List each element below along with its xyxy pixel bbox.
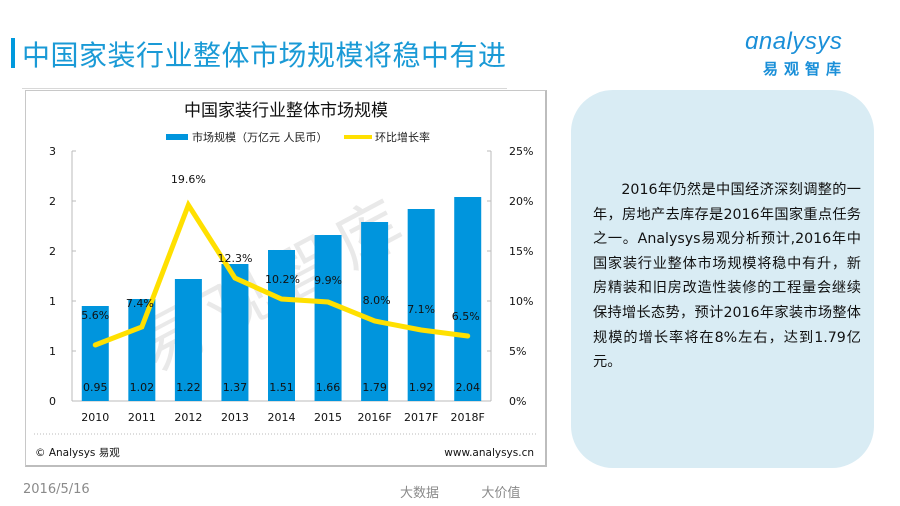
x-axis-tick-label: 2013 xyxy=(221,411,249,424)
bar-value-label: 1.37 xyxy=(223,381,248,394)
chart-copyright: © Analysys 易观 xyxy=(35,447,120,459)
chart-source-url: www.analysys.cn xyxy=(444,447,534,459)
bar-value-label: 1.79 xyxy=(362,381,387,394)
bar-value-label: 1.22 xyxy=(176,381,201,394)
logo-wordmark: ɑnalysys xyxy=(745,28,843,55)
legend-swatch-line xyxy=(344,135,372,139)
title-divider xyxy=(22,88,507,89)
combo-chart: 易观智库 中国家装行业整体市场规模 市场规模（万亿元 人民币） 环比增长率 01… xyxy=(34,101,537,459)
bar-value-label: 1.51 xyxy=(269,381,294,394)
x-axis-tick-label: 2010 xyxy=(81,411,109,424)
right-axis-tick-label: 5% xyxy=(509,345,526,358)
growth-rate-label: 19.6% xyxy=(171,173,206,186)
x-axis-tick-label: 2015 xyxy=(314,411,342,424)
growth-rate-label: 12.3% xyxy=(217,252,252,265)
growth-rate-label: 7.1% xyxy=(407,303,435,316)
summary-panel: 2016年仍然是中国经济深刻调整的一年，房地产去库存是2016年国家重点任务之一… xyxy=(571,90,874,468)
x-axis-tick-label: 2014 xyxy=(268,411,296,424)
growth-rate-label: 9.9% xyxy=(314,274,342,287)
legend-label-line: 环比增长率 xyxy=(375,130,430,144)
right-axis-tick-label: 10% xyxy=(509,295,533,308)
x-axis-tick-label: 2018F xyxy=(451,411,485,424)
x-axis-tick-label: 2016F xyxy=(357,411,391,424)
bar-value-label: 1.02 xyxy=(130,381,155,394)
bar-value-label: 2.04 xyxy=(455,381,480,394)
right-axis-tick-label: 15% xyxy=(509,245,533,258)
legend-swatch-bar xyxy=(166,134,188,140)
bar-2011 xyxy=(128,299,156,401)
chart-legend: 市场规模（万亿元 人民币） 环比增长率 xyxy=(166,130,430,144)
chart-title: 中国家装行业整体市场规模 xyxy=(184,101,388,121)
footer-date: 2016/5/16 xyxy=(23,482,90,497)
summary-text: 2016年仍然是中国经济深刻调整的一年，房地产去库存是2016年国家重点任务之一… xyxy=(593,182,861,371)
growth-rate-label: 8.0% xyxy=(363,294,391,307)
x-axis-tick-label: 2012 xyxy=(174,411,202,424)
growth-rate-label: 7.4% xyxy=(126,297,154,310)
left-axis-tick-label: 0 xyxy=(49,395,56,408)
growth-rate-label: 6.5% xyxy=(452,310,480,323)
bar-value-label: 1.92 xyxy=(409,381,434,394)
left-axis-tick-label: 3 xyxy=(49,145,56,158)
left-axis-tick-label: 2 xyxy=(49,245,56,258)
left-axis-tick-label: 1 xyxy=(49,345,56,358)
left-axis-tick-label: 2 xyxy=(49,195,56,208)
bar-2013 xyxy=(221,264,249,401)
analysys-logo: ɑnalysys 易观智库 xyxy=(745,28,875,78)
left-axis-tick-label: 1 xyxy=(49,295,56,308)
x-axis-tick-label: 2011 xyxy=(128,411,156,424)
bar-2012 xyxy=(174,279,202,401)
bar-value-label: 1.66 xyxy=(316,381,341,394)
page-title: 中国家装行业整体市场规模将稳中有进 xyxy=(22,39,507,72)
right-axis-tick-label: 20% xyxy=(509,195,533,208)
bar-value-label: 0.95 xyxy=(83,381,108,394)
logo-chinese-name: 易观智库 xyxy=(763,60,848,78)
legend-label-bar: 市场规模（万亿元 人民币） xyxy=(192,130,328,144)
right-axis-tick-label: 0% xyxy=(509,395,526,408)
bar-2016F xyxy=(361,222,389,401)
footer-slogan: 大数据 大价值 xyxy=(400,486,521,501)
bar-2010 xyxy=(81,306,109,401)
growth-rate-label: 10.2% xyxy=(265,273,300,286)
bar-2018F xyxy=(454,197,482,401)
right-axis-tick-label: 25% xyxy=(509,145,533,158)
title-accent-bar xyxy=(11,38,15,68)
bar-2014 xyxy=(268,250,295,401)
growth-rate-label: 5.6% xyxy=(81,309,109,322)
bar-2017F xyxy=(407,209,435,401)
x-axis-tick-label: 2017F xyxy=(404,411,438,424)
bar-2015 xyxy=(314,235,342,401)
chart-container: 易观智库 中国家装行业整体市场规模 市场规模（万亿元 人民币） 环比增长率 01… xyxy=(25,90,547,467)
